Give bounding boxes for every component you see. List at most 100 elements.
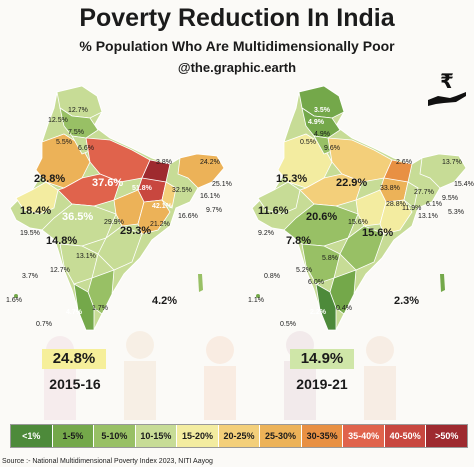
map-2019-21: 3.5% 4.9% 4.9% 0.5% 9.6% 15.3% 22.9% 33.… xyxy=(244,78,474,343)
map-label: 4.9% xyxy=(314,131,330,138)
map-label: 19.5% xyxy=(20,230,40,237)
page-title: Poverty Reduction In India xyxy=(79,4,395,32)
legend-item: 35-40% xyxy=(343,425,385,447)
state-wb xyxy=(403,181,419,209)
map-label: 15.3% xyxy=(276,173,307,185)
map-label: 37.6% xyxy=(92,177,123,189)
map-label: 21.2% xyxy=(150,221,170,228)
map-label: 11.6% xyxy=(258,205,289,217)
state-ne xyxy=(177,153,225,189)
map-label: 4.7% xyxy=(66,309,83,316)
map-label: 6.0% xyxy=(308,279,324,286)
map-label: 14.8% xyxy=(46,235,77,247)
map-label: 0.5% xyxy=(280,321,296,328)
state-gujarat xyxy=(15,181,59,215)
legend-item: 15-20% xyxy=(177,425,219,447)
map-label: 36.5% xyxy=(62,211,93,223)
legend-item: 1-5% xyxy=(52,425,95,447)
map-label: 15.6% xyxy=(348,219,368,226)
map-label: 28.8% xyxy=(386,201,406,208)
map-label: 11.9% xyxy=(402,205,421,212)
map-label: 33.8% xyxy=(380,185,400,192)
state-gujarat xyxy=(257,181,301,215)
island-andaman xyxy=(198,274,203,292)
state-kerala xyxy=(315,283,337,331)
map-label: 9.6% xyxy=(324,145,340,152)
map-label: 5.5% xyxy=(56,139,72,146)
map-label: 3.7% xyxy=(22,273,38,280)
map-label: 25.1% xyxy=(212,181,232,188)
map-label: 2.3% xyxy=(394,295,419,307)
map-2015-16: 12.7% 12.5% 7.5% 5.5% 6.6% 28.8% 37.6% 5… xyxy=(2,78,232,343)
legend-item: 5-10% xyxy=(94,425,136,447)
map-label: 0.8% xyxy=(264,273,280,280)
map-label: 4.9% xyxy=(308,119,325,126)
state-north xyxy=(59,107,99,139)
map-label: 7.8% xyxy=(286,235,311,247)
map-label: 5.8% xyxy=(322,255,338,262)
map-label: 16.1% xyxy=(200,193,220,200)
map-label: 27.7% xyxy=(414,189,434,196)
state-kerala xyxy=(73,283,95,331)
map-label: 9.5% xyxy=(442,195,458,202)
map-label: 2.6% xyxy=(396,159,412,166)
island-lakshadweep xyxy=(14,294,18,298)
map-label: 28.8% xyxy=(34,173,65,185)
india-map-2019: 3.5% 4.9% 4.9% 0.5% 9.6% 15.3% 22.9% 33.… xyxy=(248,85,474,331)
source-note: Source :- National Multidimensional Pove… xyxy=(2,458,213,465)
map-label: 13.7% xyxy=(442,159,462,166)
map-label: 51.8% xyxy=(132,185,153,192)
map-label: 29.3% xyxy=(120,225,151,237)
year-label-2015: 2015-16 xyxy=(49,376,101,392)
map-label: 9.2% xyxy=(258,230,274,237)
legend-item: <1% xyxy=(11,425,53,447)
map-label: 4.2% xyxy=(152,295,177,307)
map-label: 13.1% xyxy=(418,213,438,220)
svg-text:₹: ₹ xyxy=(440,70,454,93)
map-label: 1.6% xyxy=(6,297,22,304)
year-label-2019: 2019-21 xyxy=(296,376,348,392)
legend-item: 25-30% xyxy=(260,425,302,447)
legend-item: >50% xyxy=(426,425,468,447)
legend-item: 20-25% xyxy=(218,425,261,447)
legend-item: 30-35% xyxy=(301,425,344,447)
map-label: 0.5% xyxy=(300,139,316,146)
map-label: 3.8% xyxy=(156,159,172,166)
background-watermark xyxy=(44,331,396,420)
map-label: 9.7% xyxy=(206,207,222,214)
state-wb xyxy=(161,181,177,209)
map-label: 1.7% xyxy=(92,305,108,312)
map-label: 0.7% xyxy=(36,321,52,328)
legend-item: 10-15% xyxy=(135,425,178,447)
map-label: 42.1% xyxy=(152,203,173,210)
map-label: 7.5% xyxy=(68,129,84,136)
map-label: 18.4% xyxy=(20,205,51,217)
map-label: 13.1% xyxy=(76,253,96,260)
national-rate-2015: 24.8% xyxy=(42,349,106,369)
map-label: 29.9% xyxy=(104,219,124,226)
india-map-2015: 12.7% 12.5% 7.5% 5.5% 6.6% 28.8% 37.6% 5… xyxy=(6,85,232,331)
map-label: 1.1% xyxy=(248,297,264,304)
rupee-hand-icon: ₹ xyxy=(428,70,466,106)
island-andaman xyxy=(440,274,445,292)
map-label: 15.4% xyxy=(454,181,474,188)
state-ne xyxy=(419,153,467,189)
legend-item: 40-50% xyxy=(384,425,427,447)
page-subtitle: % Population Who Are Multidimensionally … xyxy=(79,38,395,54)
map-label: 12.7% xyxy=(68,107,88,114)
national-rate-2019: 14.9% xyxy=(290,349,354,369)
map-label: 24.2% xyxy=(200,159,220,166)
map-label: 12.5% xyxy=(48,117,68,124)
map-label: 6.1% xyxy=(426,201,442,208)
map-label: 3.5% xyxy=(314,107,331,114)
island-lakshadweep xyxy=(256,294,260,298)
map-label: 0.4% xyxy=(336,305,352,312)
map-label: 5.2% xyxy=(296,267,312,274)
map-label: 20.6% xyxy=(306,211,337,223)
map-label: 5.3% xyxy=(448,209,464,216)
map-label: 2.2% xyxy=(310,309,327,316)
state-north xyxy=(301,107,341,139)
map-label: 15.6% xyxy=(362,227,393,239)
map-label: 12.7% xyxy=(50,267,70,274)
map-label: 22.9% xyxy=(336,177,367,189)
